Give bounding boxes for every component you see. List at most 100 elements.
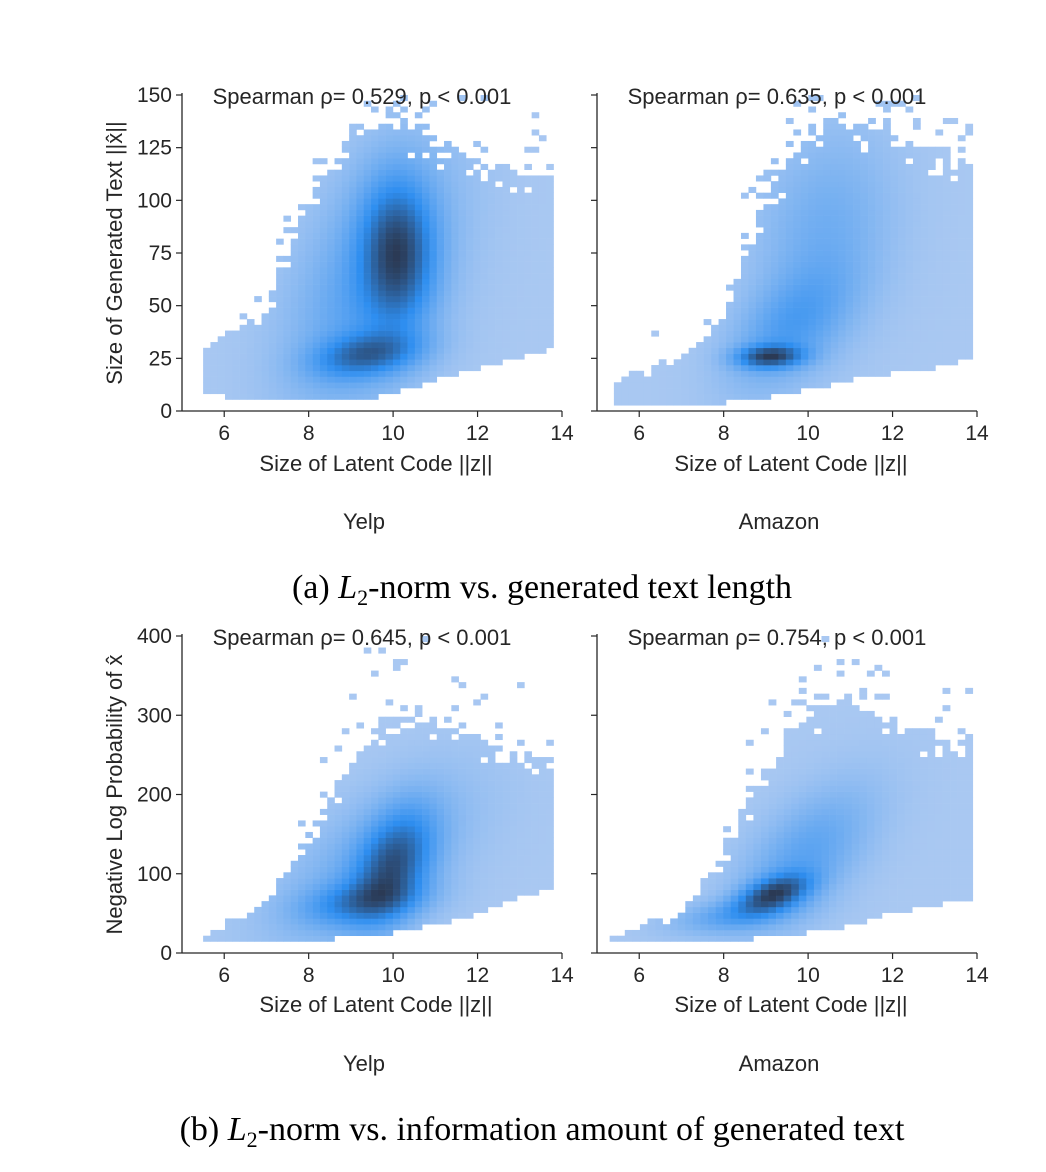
heatmap-cell [829, 820, 837, 827]
heatmap-cell [429, 198, 438, 205]
heatmap-cell [823, 267, 832, 274]
heatmap-cell [883, 273, 891, 280]
heatmap-cell [349, 762, 357, 769]
heatmap-cell [356, 388, 365, 395]
heatmap-cell [738, 866, 747, 873]
heatmap-cell [950, 347, 959, 354]
heatmap-cell [290, 301, 299, 308]
heatmap-cell [770, 319, 779, 326]
heatmap-cell [730, 889, 739, 896]
heatmap-cell [371, 353, 379, 360]
heatmap-cell [942, 347, 951, 354]
heatmap-cell [823, 158, 832, 165]
heatmap-cell [800, 140, 809, 148]
heatmap-cell [385, 860, 394, 867]
y-tick-label: 200 [137, 784, 172, 807]
heatmap-cell [290, 296, 299, 303]
heatmap-cell [821, 912, 830, 919]
heatmap-cell [753, 814, 762, 821]
heatmap-cell [655, 935, 663, 942]
heatmap-cell [681, 353, 689, 360]
heatmap-cell [451, 313, 459, 320]
heatmap-cell [830, 146, 839, 153]
heatmap-cell [225, 370, 233, 377]
heatmap-cell [429, 785, 438, 792]
heatmap-cell [813, 733, 822, 741]
heatmap-cell [677, 918, 686, 925]
heatmap-cell [458, 313, 467, 320]
heatmap-cell [538, 319, 547, 326]
heatmap-cell [334, 273, 343, 280]
heatmap-cell [436, 238, 445, 245]
heatmap-cell [905, 273, 914, 280]
heatmap-cell [400, 284, 408, 291]
heatmap-cell [509, 895, 518, 902]
heatmap-cell [546, 768, 554, 775]
heatmap-cell [480, 273, 489, 280]
heatmap-cell [866, 774, 875, 781]
heatmap-cell [905, 313, 914, 320]
heatmap-cell [298, 376, 306, 383]
heatmap-cell [793, 255, 802, 262]
heatmap-cell [298, 250, 306, 257]
heatmap-cell [813, 693, 822, 700]
heatmap-cell [890, 175, 899, 182]
heatmap-cell [400, 330, 408, 337]
heatmap-cell [363, 324, 372, 331]
heatmap-cell [429, 837, 438, 844]
heatmap-cell [407, 255, 416, 262]
heatmap-cell [692, 924, 701, 931]
heatmap-cell [349, 929, 357, 937]
heatmap-cell [473, 330, 481, 337]
heatmap-cell [815, 135, 824, 142]
heatmap-cell [385, 135, 394, 142]
heatmap-cell [268, 365, 277, 372]
heatmap-cell [268, 324, 277, 331]
heatmap-cell [546, 342, 554, 349]
heatmap-cell [778, 250, 787, 257]
heatmap-cell [524, 768, 532, 775]
heatmap-cell [868, 296, 876, 303]
heatmap-cell [436, 336, 445, 343]
heatmap-cell [965, 244, 974, 251]
heatmap-cell [738, 843, 747, 850]
heatmap-cell [517, 791, 525, 798]
heatmap-cell [451, 768, 459, 775]
heatmap-cell [912, 365, 921, 372]
heatmap-cell [385, 140, 394, 148]
heatmap-cell [356, 878, 365, 885]
heatmap-cell [378, 278, 386, 285]
heatmap-cell [429, 376, 438, 383]
heatmap-cell [363, 849, 372, 856]
heatmap-cell [760, 791, 769, 798]
heatmap-cell [495, 745, 503, 752]
heatmap-cell [815, 313, 824, 320]
heatmap-cell [495, 803, 503, 810]
heatmap-cell [829, 785, 837, 792]
heatmap-cell [407, 901, 416, 908]
heatmap-cell [465, 878, 474, 885]
heatmap-cell [798, 929, 807, 937]
heatmap-cell [760, 831, 769, 839]
heatmap-cell [806, 791, 815, 798]
heatmap-cell [312, 837, 321, 844]
heatmap-cell [480, 347, 489, 354]
heatmap-cell [813, 774, 822, 781]
heatmap-cell [800, 169, 809, 176]
heatmap-cell [935, 307, 944, 314]
heatmap-cell [407, 370, 416, 377]
heatmap-cell [753, 808, 762, 815]
heatmap-cell [444, 158, 452, 165]
heatmap-cell [800, 296, 809, 303]
heatmap-cell [755, 273, 764, 280]
heatmap-cell [436, 261, 445, 268]
heatmap-cell [356, 250, 365, 257]
x-axis-label: Size of Latent Code ||z|| [674, 451, 907, 476]
heatmap-cell [444, 889, 452, 896]
heatmap-cell [465, 901, 474, 908]
heatmap-cell [407, 244, 416, 251]
heatmap-cell [400, 866, 408, 873]
heatmap-cell [866, 803, 875, 810]
heatmap-cell [950, 273, 959, 280]
heatmap-cell [859, 739, 868, 746]
